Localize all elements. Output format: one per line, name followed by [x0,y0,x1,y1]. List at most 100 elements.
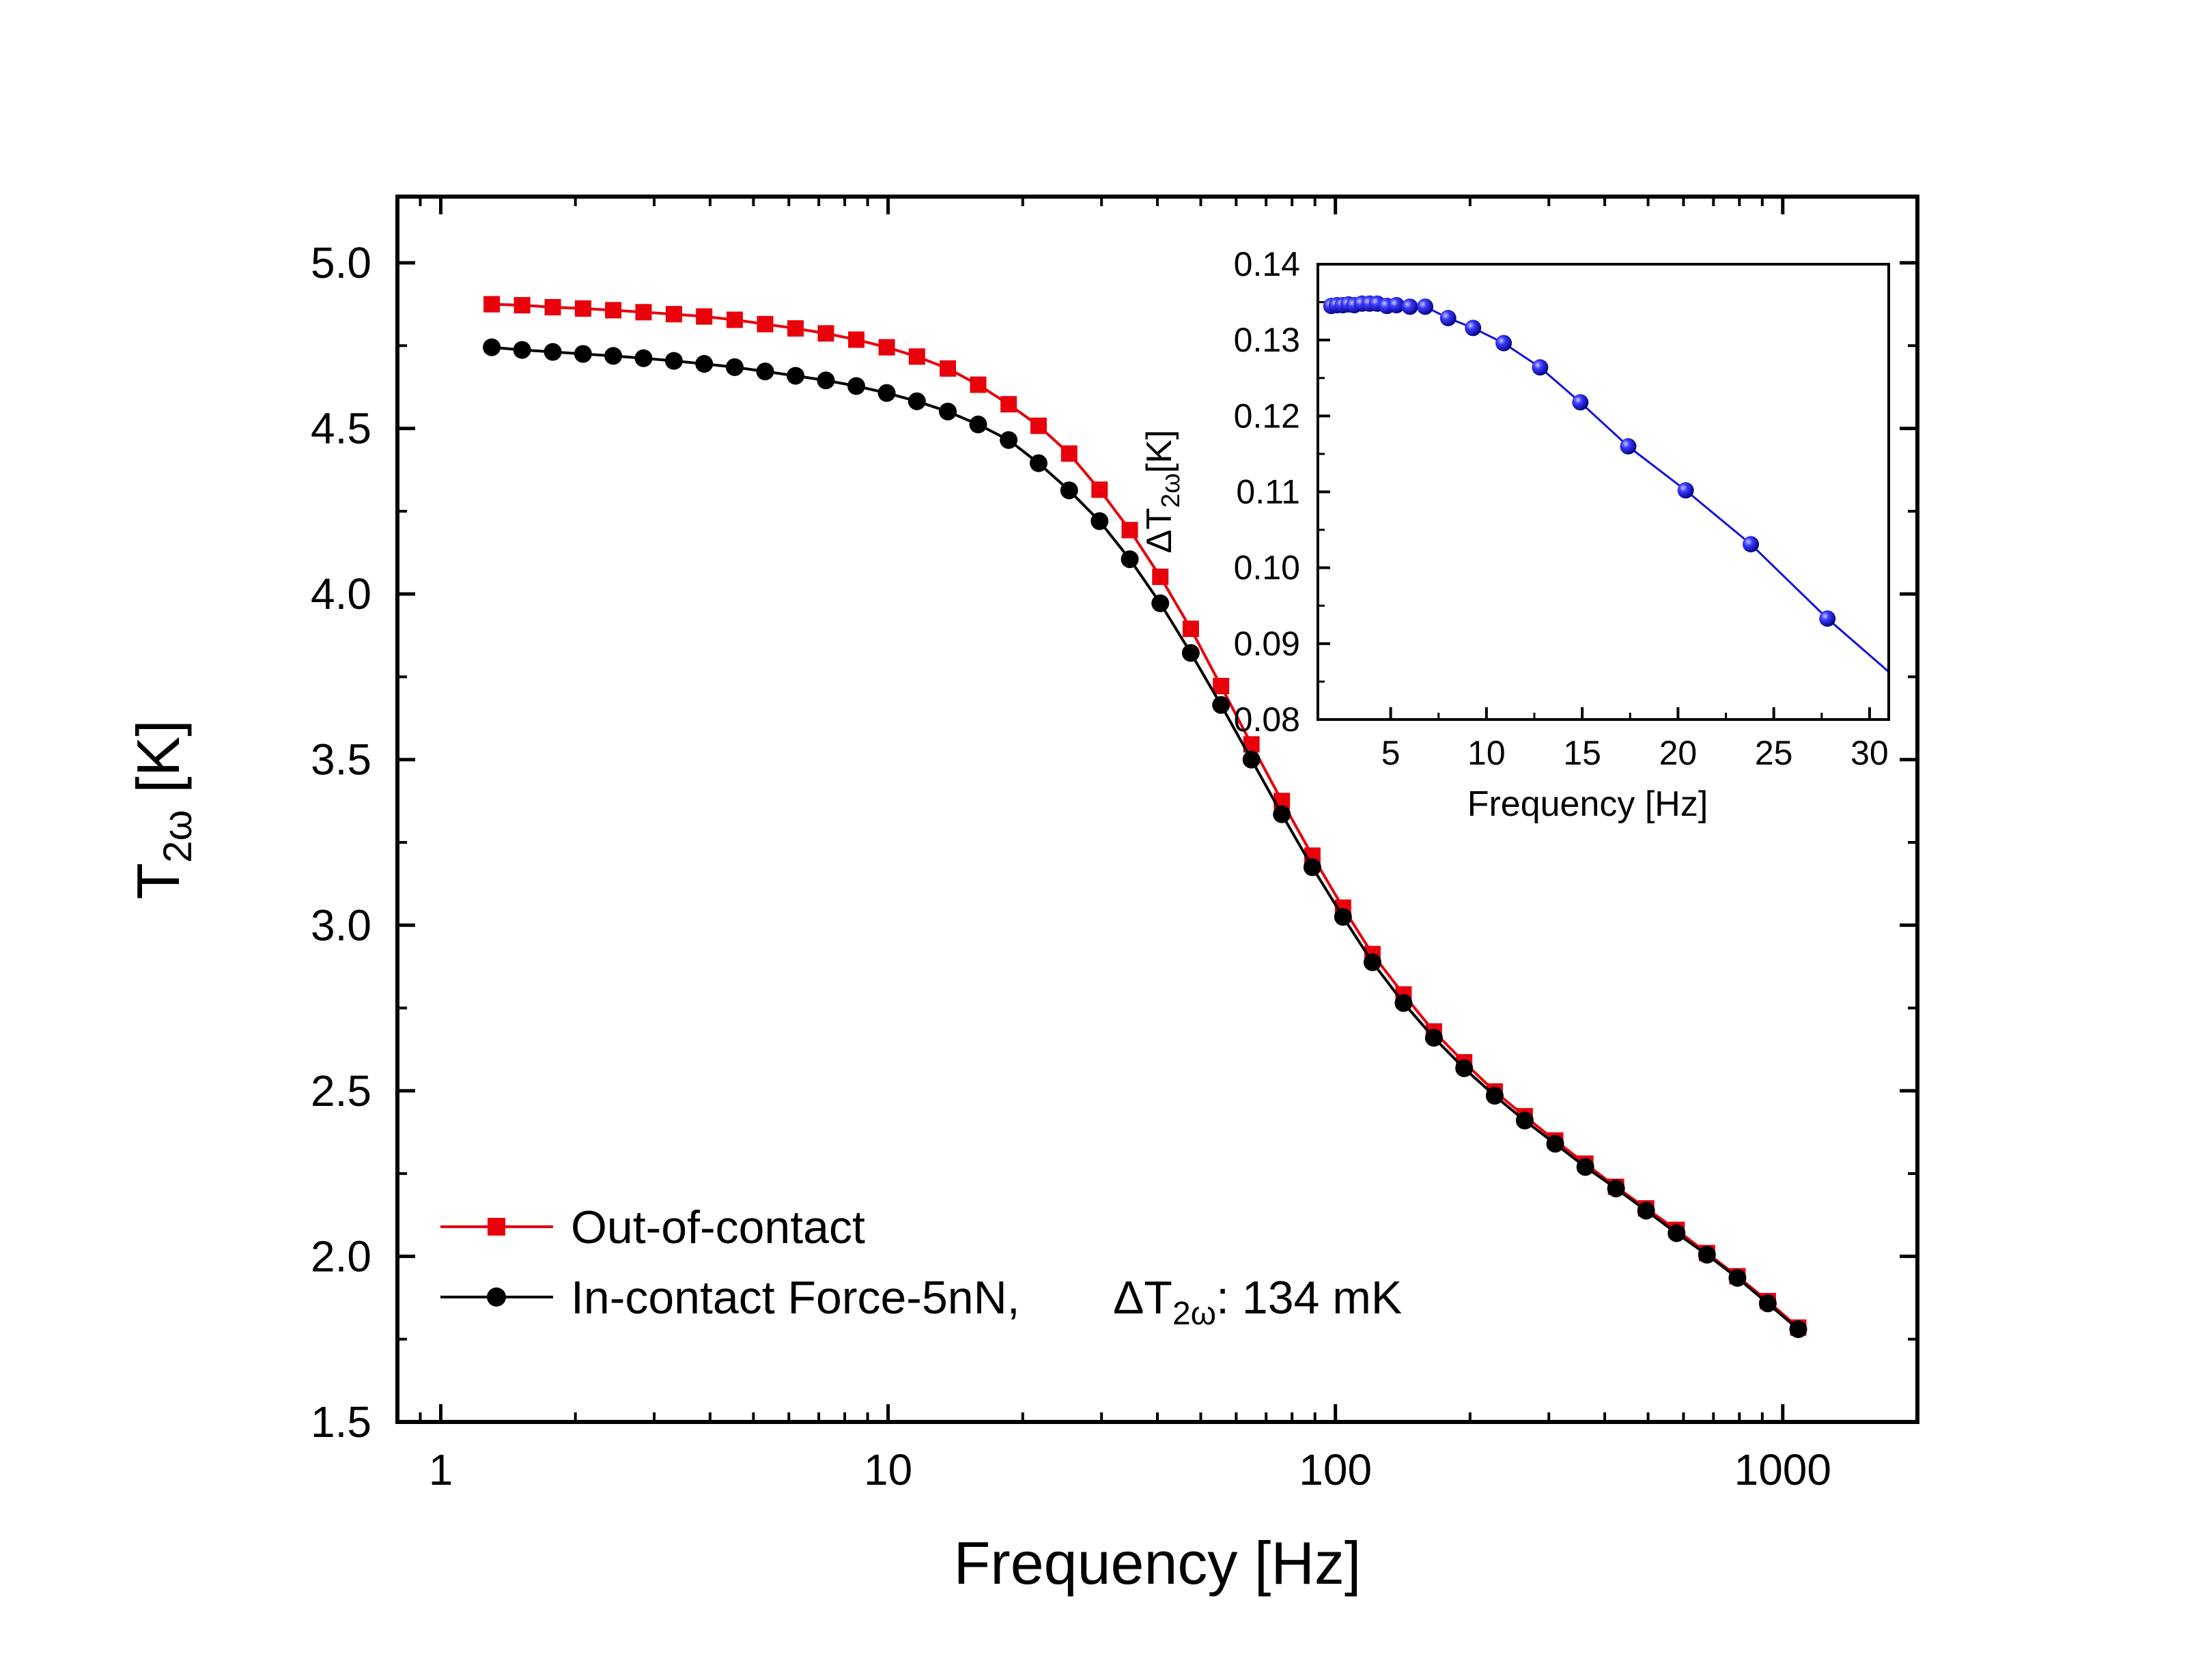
inset-data-point [1401,298,1418,315]
data-point-circle [574,345,592,363]
main-x-tick-labels: 1 10 100 1000 [429,1445,1831,1494]
legend-delta-value: : 134 mK [1216,1272,1402,1324]
inset-data-point [1465,319,1482,337]
legend: Out-of-contact In-contact Force-5nN, ΔT2ω… [440,1201,1402,1332]
data-point-square [605,302,622,319]
data-point-circle [1394,994,1413,1012]
data-point-circle [1789,1320,1807,1339]
inset-x-tick-label: 5 [1381,734,1400,772]
data-point-square [817,325,834,342]
main-x-tick-label: 1000 [1734,1445,1831,1494]
data-point-circle [513,341,531,359]
data-point-square [513,297,531,314]
inset-data-point [1743,536,1760,553]
legend-delta-sub: 2ω [1172,1296,1216,1332]
inset-x-tick-label: 25 [1755,734,1793,772]
inset-data-point [1388,297,1405,314]
data-point-circle [1334,908,1352,926]
main-y-tick-label: 1.5 [311,1397,371,1447]
data-point-square [483,296,501,313]
inset-series [1323,295,1889,674]
data-point-square [1121,522,1138,539]
legend-marker-square [488,1218,505,1236]
legend-label-in-contact-main: In-contact Force-5nN, [571,1272,1020,1324]
data-point-circle [1698,1246,1716,1264]
data-point-circle [695,354,714,373]
data-point-square [1000,396,1017,413]
inset-data-point [1439,309,1456,326]
main-y-tick-label: 2.0 [311,1231,371,1281]
data-point-circle [1242,750,1261,769]
data-point-circle [1667,1224,1686,1242]
main-y-tick-labels: 1.5 2.0 2.5 3.0 3.5 4.0 4.5 5.0 [311,238,371,1447]
data-point-circle [1485,1087,1504,1105]
inset-data-point [1677,482,1694,499]
inset-y-axis-title-unit: [K] [1140,430,1179,474]
data-point-square [544,299,561,316]
data-point-circle [756,362,774,381]
data-point-square [848,331,865,348]
main-x-tick-label: 10 [864,1445,912,1494]
data-point-square [726,311,743,328]
inset-y-tick-label: 0.11 [1236,473,1300,511]
data-point-circle [1273,805,1291,823]
inset-y-axis-title-main: ΔT [1140,508,1179,554]
data-point-circle [1030,454,1048,472]
data-point-square [1213,678,1230,695]
data-point-square [1060,445,1078,462]
data-point-circle [939,402,957,421]
data-point-square [1091,481,1108,498]
data-point-circle [1515,1111,1534,1130]
data-point-circle [787,367,805,385]
data-point-circle [1758,1294,1777,1313]
data-point-square [878,339,895,356]
data-point-square [940,360,957,377]
main-y-axis-title: T2ω [K] [124,720,200,899]
inset-y-tick-label: 0.13 [1234,321,1300,359]
data-point-circle [1060,481,1078,500]
data-point-square [696,308,713,325]
data-point-circle [1576,1158,1594,1176]
data-point-circle [1363,953,1381,971]
data-point-circle [1303,858,1321,877]
inset-x-tick-label: 20 [1659,734,1698,772]
data-point-circle [1637,1201,1655,1220]
data-point-square [635,304,652,321]
data-point-circle [1151,594,1170,612]
inset-y-axis-title: ΔT2ω[K] [1140,430,1185,554]
main-y-tick-label: 2.5 [311,1066,371,1115]
inset-x-tick-label: 15 [1563,734,1601,772]
main-y-tick-label: 5.0 [311,238,371,287]
inset-data-point [1572,394,1589,411]
data-point-circle [634,349,653,367]
data-point-circle [1728,1268,1747,1287]
data-point-circle [1546,1135,1564,1153]
data-point-square [574,300,591,317]
inset-x-tick-label: 30 [1850,734,1889,772]
data-point-circle [817,371,835,390]
inset-data-point [1620,438,1637,455]
data-point-circle [969,415,987,433]
data-point-circle [544,343,562,361]
inset-series-group [1323,295,1889,674]
main-y-tick-label: 4.5 [311,404,371,453]
main-y-tick-label: 4.0 [311,569,371,618]
data-point-square [908,348,925,365]
data-point-square [757,315,774,332]
inset-y-tick-label: 0.09 [1234,625,1300,663]
data-point-circle [877,384,896,402]
inset-data-point [1819,610,1836,627]
main-y-axis-title-main: T [124,863,192,900]
data-point-square [787,320,804,337]
main-y-axis-title-sub: 2ω [156,810,200,863]
data-point-circle [847,377,866,395]
inset-x-axis-title: Frequency [Hz] [1467,784,1708,824]
inset-data-point [1495,334,1512,352]
inset-data-point [1417,298,1434,315]
main-y-tick-label: 3.5 [311,735,371,784]
legend-marker-circle [487,1287,506,1307]
main-y-tick-label: 3.0 [311,900,371,950]
inset-y-tick-label: 0.14 [1234,245,1300,283]
